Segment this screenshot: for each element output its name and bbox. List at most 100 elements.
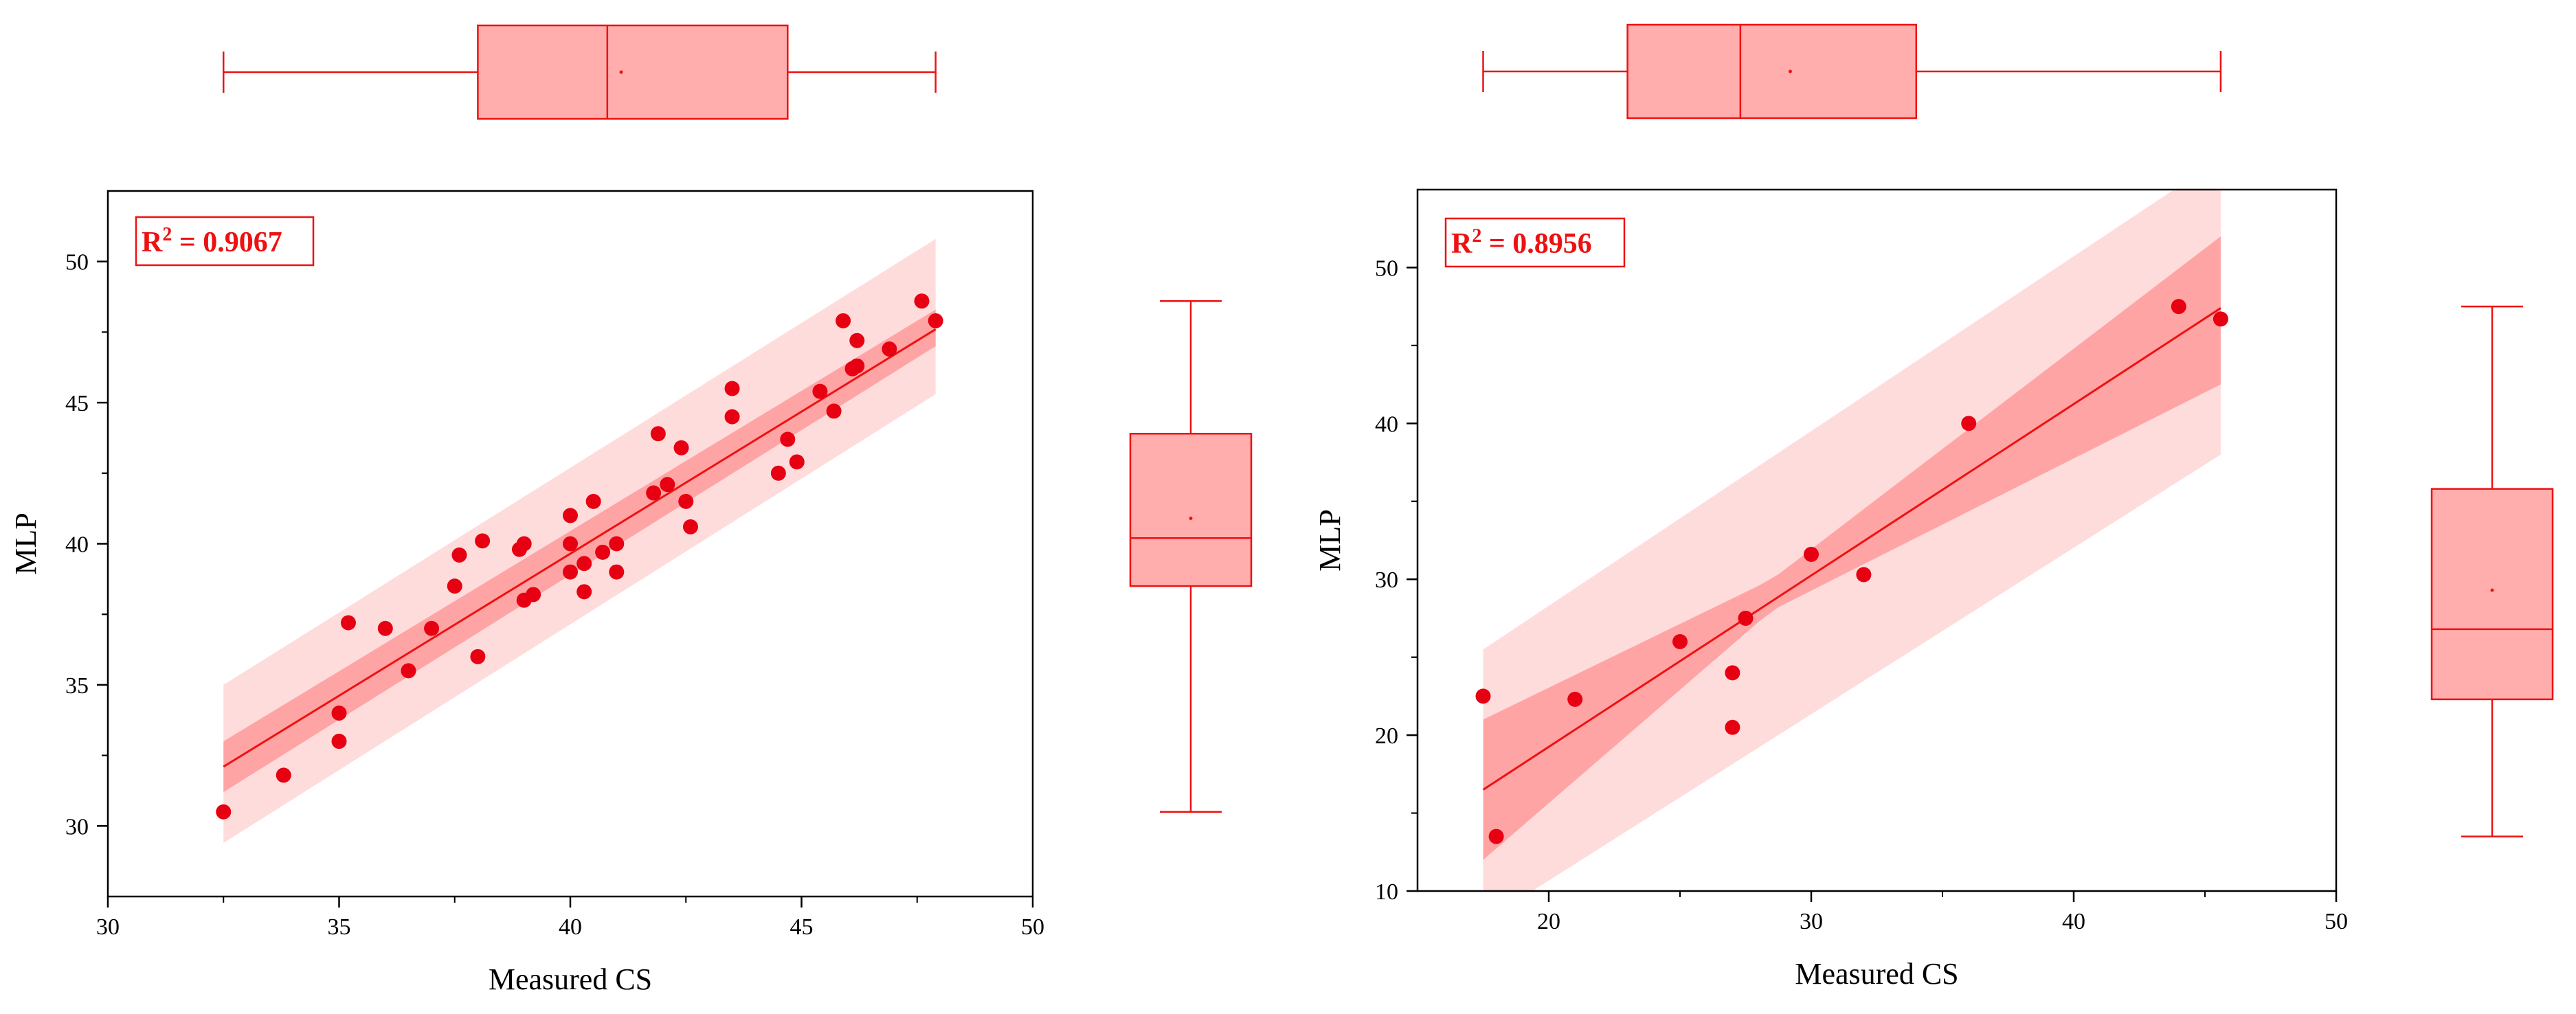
x-tick-label: 35 (328, 914, 351, 940)
r2-label: R (1451, 228, 1472, 260)
data-point (849, 358, 865, 374)
chart-right: 20 30 40 50 10 20 30 40 50 Measured CS MLP R2 = 0.8… (1313, 23, 2554, 991)
data-point (576, 584, 592, 600)
x-tick-label: 40 (2062, 909, 2085, 934)
data-point (882, 341, 897, 357)
data-point (216, 804, 232, 820)
data-point (2213, 311, 2228, 327)
fit-line (223, 328, 937, 768)
data-point (516, 536, 532, 552)
data-point (678, 493, 694, 509)
data-point (447, 578, 462, 594)
data-point (451, 547, 467, 563)
data-point (563, 564, 578, 580)
data-point (331, 705, 347, 721)
data-point (331, 734, 347, 750)
data-point (1725, 719, 1740, 735)
data-point (401, 663, 416, 679)
y-tick-label: 10 (1375, 879, 1398, 905)
r2-label: R (142, 227, 163, 258)
data-point (609, 536, 625, 552)
y-tick-label: 40 (1375, 412, 1398, 437)
data-point (724, 381, 740, 396)
box-mean (2490, 588, 2494, 592)
marginal-box-side (1129, 300, 1253, 813)
data-point (377, 620, 393, 636)
data-point (849, 333, 865, 348)
y-tick-label: 20 (1375, 723, 1398, 749)
r2-superscript: 2 (162, 224, 172, 245)
data-point (812, 383, 828, 399)
data-point (563, 536, 578, 552)
r2-box (1444, 217, 1626, 268)
data-point (780, 431, 796, 447)
x-tick-label: 45 (790, 914, 814, 940)
data-point (660, 477, 675, 493)
box-iqr (2430, 488, 2554, 701)
data-point (595, 544, 611, 560)
marginal-box-top (223, 24, 937, 120)
data-point (928, 313, 943, 328)
x-tick-label: 50 (1021, 914, 1044, 940)
x-tick-label: 50 (2325, 909, 2348, 934)
data-point (1725, 665, 1740, 681)
y-axis-label: MLP (1313, 509, 1347, 571)
data-point (826, 403, 842, 419)
r2-box (135, 216, 315, 267)
data-point (724, 409, 740, 425)
data-point (470, 649, 486, 664)
r2-value: = 0.8956 (1481, 228, 1591, 260)
data-point (770, 465, 786, 481)
box-iqr (1129, 433, 1253, 587)
data-point (650, 426, 666, 442)
r2-value: = 0.9067 (172, 227, 282, 258)
data-point (1567, 691, 1583, 707)
data-point (1961, 416, 1977, 431)
data-point (475, 533, 491, 549)
y-tick-label: 40 (65, 532, 89, 558)
y-tick-label: 30 (65, 814, 89, 840)
data-point (646, 485, 662, 501)
x-tick-label: 30 (1800, 909, 1823, 934)
plot-frame (1416, 188, 2338, 892)
y-tick-label: 50 (1375, 256, 1398, 281)
data-point (276, 767, 291, 783)
data-point (563, 508, 578, 523)
r2-annotation: R2 = 0.9067 (142, 224, 282, 258)
r2-superscript: 2 (1472, 225, 1481, 247)
y-tick-label: 50 (65, 250, 89, 275)
data-point (1804, 546, 1819, 562)
data-point (1475, 688, 1491, 704)
x-axis-label: Measured CS (1795, 957, 1958, 991)
chart-left: 30 35 40 45 50 30 35 40 45 50 Measured CS MLP R2 = 0… (9, 24, 1253, 996)
y-axis-label: MLP (9, 512, 43, 574)
data-point (1672, 633, 1688, 649)
x-tick-label: 40 (559, 914, 582, 940)
marginal-box-top (1482, 23, 2222, 120)
data-point (673, 440, 689, 455)
data-point (682, 519, 698, 534)
data-point (585, 493, 601, 509)
data-point (526, 587, 541, 602)
data-point (1856, 567, 1872, 583)
data-point (914, 293, 930, 309)
r2-annotation: R2 = 0.8956 (1451, 225, 1592, 260)
data-point (340, 615, 356, 631)
y-tick-label: 30 (1375, 567, 1398, 593)
x-axis-label: Measured CS (489, 962, 652, 996)
plot-area (1482, 190, 2221, 891)
box-iqr (1626, 23, 1918, 120)
box-iqr (477, 24, 789, 120)
y-tick-label: 35 (65, 673, 89, 699)
data-point (1488, 829, 1504, 844)
x-tick-label: 20 (1537, 909, 1560, 934)
y-tick-label: 45 (65, 391, 89, 416)
data-point (836, 313, 851, 328)
box-mean (619, 70, 623, 74)
box-mean (1788, 69, 1792, 74)
data-point (609, 564, 625, 580)
data-point (576, 556, 592, 572)
data-point (2171, 299, 2186, 315)
